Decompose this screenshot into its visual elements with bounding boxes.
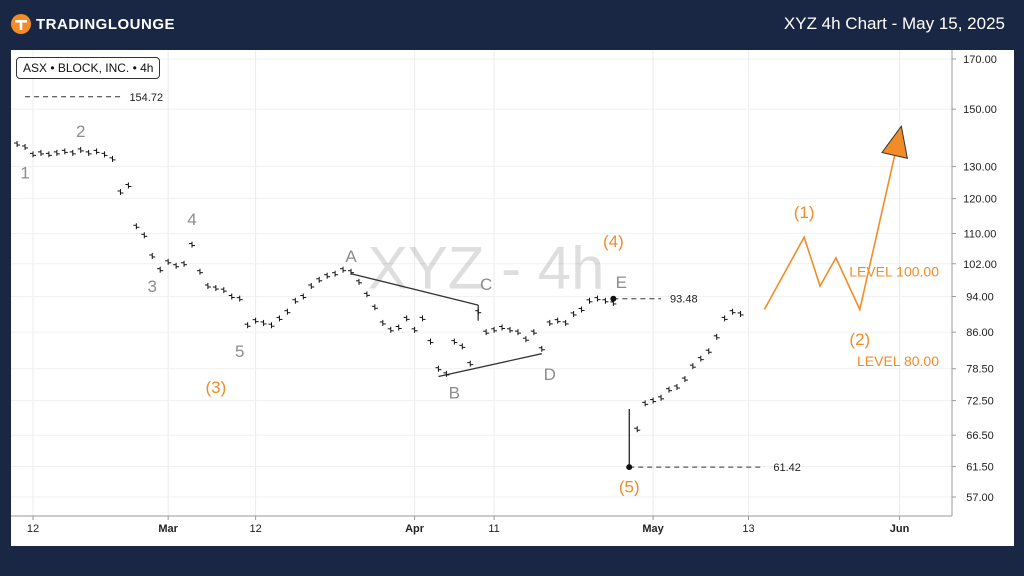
- brand-icon: [11, 14, 31, 34]
- wave-label: C: [480, 275, 492, 294]
- y-tick-label: 170.00: [963, 54, 997, 66]
- wave-label: 5: [235, 342, 244, 361]
- price-chart[interactable]: XYZ - 4h 57.00 61.50 66.50 72.50 78.50 86.00 94…: [11, 50, 1014, 546]
- price-level-label: 93.48: [670, 294, 698, 306]
- wave-label: B: [449, 383, 460, 402]
- wave-label: 4: [187, 210, 196, 229]
- y-tick-label: 66.50: [966, 430, 994, 442]
- trendline: [438, 353, 542, 378]
- wave-label: (1): [794, 203, 815, 222]
- wave-label: 3: [148, 277, 157, 296]
- x-tick-label: 12: [27, 523, 39, 535]
- chart-title: XYZ 4h Chart - May 15, 2025: [783, 14, 1005, 33]
- wave-label: (5): [619, 478, 640, 497]
- x-tick-label: Apr: [405, 523, 425, 535]
- y-tick-label: 150.00: [963, 104, 997, 116]
- x-tick-label: Mar: [158, 523, 178, 535]
- y-tick-label: 86.00: [966, 327, 994, 339]
- projection-arrowhead: [881, 124, 909, 159]
- x-tick-label: 13: [742, 523, 754, 535]
- level-label: LEVEL 100.00: [849, 264, 939, 280]
- wave-label: D: [544, 365, 556, 384]
- marker-point: [610, 295, 617, 302]
- y-tick-label: 130.00: [963, 162, 997, 174]
- wave-label: E: [616, 273, 627, 292]
- projection-path: [763, 133, 901, 312]
- wave-label: (4): [603, 232, 624, 251]
- x-tick-label: 11: [488, 523, 499, 535]
- x-tick-label: 12: [249, 523, 261, 535]
- price-level-label: 154.72: [129, 92, 163, 104]
- y-tick-label: 78.50: [966, 364, 994, 376]
- wave-label: 2: [76, 122, 85, 141]
- wave-label: A: [345, 247, 357, 266]
- y-tick-label: 110.00: [964, 228, 997, 240]
- y-tick-label: 94.00: [966, 291, 994, 303]
- y-tick-label: 57.00: [966, 492, 994, 504]
- watermark-text: XYZ - 4h: [368, 234, 605, 301]
- price-level-label: 61.42: [773, 462, 801, 474]
- wave-label: (3): [205, 378, 226, 397]
- x-tick-label: May: [642, 523, 664, 535]
- chart-panel[interactable]: XYZ - 4h 57.00 61.50 66.50 72.50 78.50 86.00 94…: [11, 50, 1014, 546]
- level-label: LEVEL 80.00: [857, 353, 939, 369]
- wave-label: 1: [20, 164, 29, 183]
- y-tick-label: 120.00: [963, 194, 997, 206]
- trendline: [350, 273, 479, 306]
- y-tick-label: 61.50: [966, 462, 994, 474]
- x-tick-label: Jun: [890, 523, 910, 535]
- y-tick-label: 72.50: [966, 396, 994, 408]
- header-bar: TRADINGLOUNGE XYZ 4h Chart - May 15, 202…: [0, 0, 1024, 48]
- brand-name: TRADINGLOUNGE: [36, 15, 175, 33]
- marker-point: [626, 464, 633, 471]
- symbol-label[interactable]: ASX • BLOCK, INC. • 4h: [16, 57, 161, 79]
- wave-label: (2): [849, 330, 870, 349]
- brand-logo[interactable]: TRADINGLOUNGE: [10, 12, 175, 36]
- y-tick-label: 102.00: [963, 259, 997, 271]
